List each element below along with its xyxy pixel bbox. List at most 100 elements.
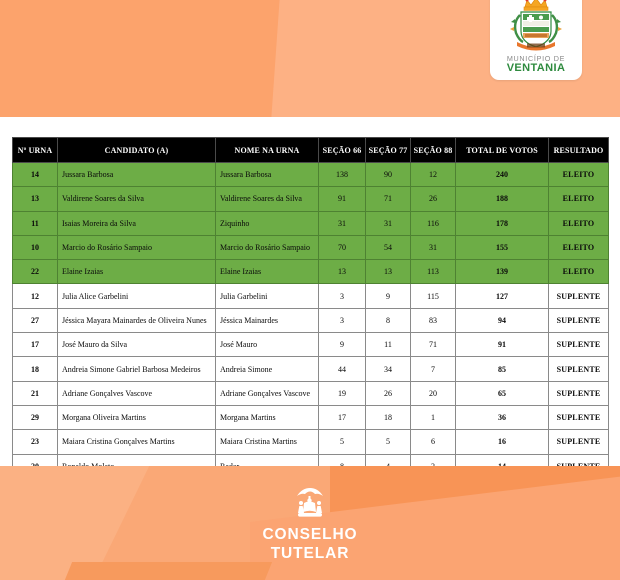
cell-secao-66: 19 (318, 380, 366, 406)
cell-secao-88: 83 (410, 307, 456, 334)
cell-urna: 22 (12, 259, 58, 285)
table-row: 23 Maiara Cristina Gonçalves Martins Maiar… (12, 429, 609, 455)
coat-of-arms-icon (510, 0, 562, 51)
cell-resultado: ELEITO (548, 186, 609, 212)
cell-urna: 23 (12, 429, 58, 455)
cell-secao-88: 7 (410, 356, 456, 382)
cell-secao-77: 34 (365, 356, 411, 382)
cell-candidato: Morgana Oliveira Martins (57, 404, 216, 431)
crest-line-1: MUNICÍPIO DE (506, 54, 566, 64)
cell-resultado: SUPLENTE (548, 429, 609, 455)
cell-secao-88: 31 (410, 234, 456, 261)
cell-resultado: ELEITO (548, 234, 609, 261)
table-row: 17 José Mauro da Silva José Mauro 9 11 71 91 SU… (12, 332, 609, 358)
cell-secao-66: 13 (318, 259, 366, 285)
column-header-nome-urna: NOME NA URNA (215, 137, 319, 163)
footer-logo-line-2: TUTELAR (270, 544, 350, 562)
cell-secao-77: 9 (365, 283, 411, 309)
cell-candidato: Jussara Barbosa (57, 161, 216, 188)
cell-resultado: SUPLENTE (548, 283, 609, 309)
cell-nome-urna: Valdirene Soares da Silva (215, 186, 319, 212)
table-row: 29 Morgana Oliveira Martins Morgana Martin… (12, 404, 609, 431)
cell-nome-urna: Jussara Barbosa (215, 161, 319, 188)
cell-secao-66: 91 (318, 186, 366, 212)
column-header-secao-66: SEÇÃO 66 (318, 137, 366, 163)
cell-secao-77: 54 (365, 234, 411, 261)
cell-nome-urna: Julia Garbelini (215, 283, 319, 309)
cell-urna: 21 (12, 380, 58, 406)
cell-secao-66: 3 (318, 307, 366, 334)
cell-secao-77: 26 (365, 380, 411, 406)
cell-candidato: Marcio do Rosário Sampaio (57, 234, 216, 261)
cell-candidato: Maiara Cristina Gonçalves Martins (57, 429, 216, 455)
election-results-table: Nº URNA CANDIDATO (A) NOME NA URNA SEÇÃO… (12, 137, 609, 479)
cell-candidato: Julia Alice Garbelini (57, 283, 216, 309)
cell-secao-88: 71 (410, 332, 456, 358)
cell-secao-88: 6 (410, 429, 456, 455)
cell-secao-66: 44 (318, 356, 366, 382)
column-header-secao-77: SEÇÃO 77 (365, 137, 411, 163)
cell-resultado: ELEITO (548, 161, 609, 188)
cell-secao-88: 1 (410, 404, 456, 431)
table-row: 11 Isaias Moreira da Silva Ziquinho 31 31 116… (12, 210, 609, 236)
cell-candidato: Jéssica Mayara Mainardes de Oliveira Nun… (57, 307, 216, 334)
cell-total: 94 (455, 307, 549, 334)
cell-candidato: Andreia Simone Gabriel Barbosa Medeiros (57, 356, 216, 382)
cell-urna: 29 (12, 404, 58, 431)
table-row: 13 Valdirene Soares da Silva Valdirene Soa… (12, 186, 609, 212)
column-header-candidato: CANDIDATO (A) (57, 137, 216, 163)
cell-total: 127 (455, 283, 549, 309)
cell-candidato: Valdirene Soares da Silva (57, 186, 216, 212)
column-header-total: TOTAL DE VOTOS (455, 137, 549, 163)
table-row: 18 Andreia Simone Gabriel Barbosa Medeiro… (12, 356, 609, 382)
table-body: 14 Jussara Barbosa Jussara Barbosa 138 90 12 2… (12, 161, 609, 479)
table-row: 27 Jéssica Mayara Mainardes de Oliveira N… (12, 307, 609, 334)
footer-logo-line-1: CONSELHO (262, 526, 358, 544)
cell-total: 91 (455, 332, 549, 358)
cell-secao-88: 26 (410, 186, 456, 212)
cell-secao-77: 8 (365, 307, 411, 334)
cell-secao-77: 90 (365, 161, 411, 188)
cell-urna: 12 (12, 283, 58, 309)
cell-nome-urna: Andreia Simone (215, 356, 319, 382)
table-row: 12 Julia Alice Garbelini Julia Garbelini 3 9… (12, 283, 609, 309)
cell-resultado: SUPLENTE (548, 380, 609, 406)
cell-resultado: SUPLENTE (548, 307, 609, 334)
cell-secao-77: 18 (365, 404, 411, 431)
cell-secao-88: 20 (410, 380, 456, 406)
cell-candidato: Isaias Moreira da Silva (57, 210, 216, 236)
cell-secao-77: 13 (365, 259, 411, 285)
cell-urna: 27 (12, 307, 58, 334)
cell-total: 155 (455, 234, 549, 261)
cell-secao-77: 5 (365, 429, 411, 455)
cell-nome-urna: Morgana Martins (215, 404, 319, 431)
cell-secao-77: 31 (365, 210, 411, 236)
cell-total: 16 (455, 429, 549, 455)
column-header-urna: Nº URNA (12, 137, 58, 163)
header-wedge-left (0, 0, 281, 117)
cell-secao-88: 116 (410, 210, 456, 236)
cell-secao-66: 70 (318, 234, 366, 261)
cell-total: 85 (455, 356, 549, 382)
cell-nome-urna: Elaine Izaias (215, 259, 319, 285)
cell-resultado: ELEITO (548, 259, 609, 285)
cell-secao-88: 12 (410, 161, 456, 188)
table-row: 21 Adriane Gonçalves Vascove Adriane Gonça… (12, 380, 609, 406)
conselho-tutelar-logo: CONSELHO TUTELAR (0, 466, 620, 580)
cell-nome-urna: Jéssica Mainardes (215, 307, 319, 334)
cell-secao-66: 17 (318, 404, 366, 431)
cell-nome-urna: Marcio do Rosário Sampaio (215, 234, 319, 261)
table-row: 10 Marcio do Rosário Sampaio Marcio do Ros… (12, 234, 609, 261)
cell-resultado: ELEITO (548, 210, 609, 236)
cell-nome-urna: José Mauro (215, 332, 319, 358)
cell-secao-77: 71 (365, 186, 411, 212)
table-header-row: Nº URNA CANDIDATO (A) NOME NA URNA SEÇÃO… (12, 137, 609, 163)
table-row: 14 Jussara Barbosa Jussara Barbosa 138 90 12 2… (12, 161, 609, 188)
cell-secao-66: 138 (318, 161, 366, 188)
cell-total: 139 (455, 259, 549, 285)
footer-banner: CONSELHO TUTELAR (0, 466, 620, 580)
table-header: Nº URNA CANDIDATO (A) NOME NA URNA SEÇÃO… (12, 137, 609, 163)
cell-total: 240 (455, 161, 549, 188)
cell-nome-urna: Adriane Gonçalves Vascove (215, 380, 319, 406)
